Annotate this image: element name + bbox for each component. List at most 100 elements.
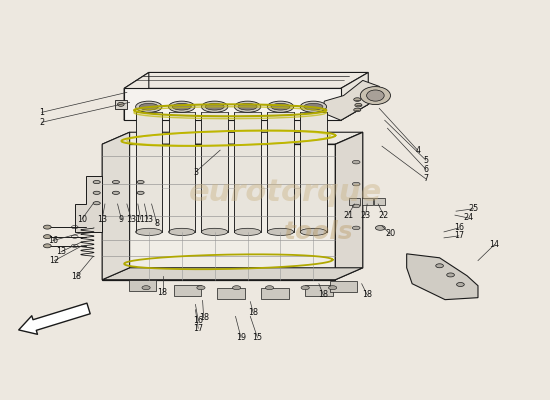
- Polygon shape: [330, 281, 358, 292]
- Ellipse shape: [137, 180, 144, 184]
- Ellipse shape: [267, 228, 294, 236]
- Polygon shape: [124, 104, 369, 120]
- Polygon shape: [102, 268, 363, 280]
- Text: 18: 18: [362, 290, 372, 299]
- Text: 16: 16: [48, 236, 58, 245]
- Polygon shape: [305, 284, 333, 296]
- Text: 7: 7: [424, 174, 428, 183]
- Text: 18: 18: [318, 290, 328, 299]
- Polygon shape: [374, 198, 384, 205]
- Ellipse shape: [353, 160, 360, 164]
- Text: 13: 13: [126, 215, 136, 224]
- FancyArrowPatch shape: [19, 303, 90, 334]
- Text: 5: 5: [424, 156, 428, 165]
- Text: 13: 13: [142, 215, 153, 224]
- Ellipse shape: [93, 202, 100, 205]
- Ellipse shape: [367, 90, 384, 101]
- Text: 2: 2: [39, 118, 45, 127]
- Ellipse shape: [168, 228, 195, 236]
- Ellipse shape: [353, 182, 360, 186]
- Ellipse shape: [201, 101, 228, 112]
- Polygon shape: [362, 198, 373, 205]
- Text: 16: 16: [193, 316, 203, 325]
- Ellipse shape: [238, 103, 257, 110]
- Ellipse shape: [301, 286, 309, 290]
- Polygon shape: [349, 198, 360, 205]
- Text: 16: 16: [454, 224, 464, 232]
- Ellipse shape: [456, 282, 464, 286]
- Text: 14: 14: [490, 240, 499, 249]
- Polygon shape: [217, 288, 245, 299]
- Ellipse shape: [205, 103, 224, 110]
- Text: tools: tools: [284, 220, 354, 244]
- Polygon shape: [336, 132, 363, 280]
- Ellipse shape: [234, 228, 261, 236]
- Polygon shape: [129, 280, 156, 291]
- Text: 12: 12: [50, 256, 59, 265]
- Ellipse shape: [360, 86, 390, 104]
- Polygon shape: [102, 144, 336, 280]
- Ellipse shape: [436, 264, 443, 268]
- Polygon shape: [102, 132, 130, 280]
- Text: 21: 21: [343, 211, 353, 220]
- Ellipse shape: [354, 98, 361, 101]
- Text: 15: 15: [252, 333, 262, 342]
- Text: 17: 17: [454, 231, 464, 240]
- Polygon shape: [102, 132, 363, 144]
- Text: 3: 3: [193, 168, 198, 176]
- Polygon shape: [173, 284, 201, 296]
- Ellipse shape: [118, 102, 124, 106]
- Text: eurotorque: eurotorque: [189, 178, 383, 206]
- Text: 18: 18: [248, 308, 258, 317]
- Ellipse shape: [136, 101, 162, 112]
- Ellipse shape: [142, 286, 150, 290]
- Text: 19: 19: [236, 333, 246, 342]
- Ellipse shape: [43, 225, 51, 229]
- Ellipse shape: [328, 286, 337, 290]
- Ellipse shape: [353, 226, 360, 230]
- Ellipse shape: [139, 103, 158, 110]
- Polygon shape: [300, 112, 327, 232]
- Ellipse shape: [300, 101, 327, 112]
- Ellipse shape: [447, 273, 454, 277]
- Text: 18: 18: [72, 272, 81, 281]
- Polygon shape: [75, 176, 102, 232]
- Ellipse shape: [112, 180, 119, 184]
- Polygon shape: [136, 112, 162, 232]
- Text: 22: 22: [378, 211, 389, 220]
- Polygon shape: [341, 72, 368, 120]
- Ellipse shape: [355, 103, 362, 107]
- Ellipse shape: [234, 101, 261, 112]
- Polygon shape: [124, 88, 341, 120]
- Ellipse shape: [376, 226, 385, 230]
- Ellipse shape: [112, 191, 119, 194]
- Ellipse shape: [267, 101, 294, 112]
- Ellipse shape: [172, 103, 191, 110]
- Ellipse shape: [43, 235, 51, 239]
- Polygon shape: [267, 112, 294, 232]
- Ellipse shape: [300, 228, 327, 236]
- Text: 10: 10: [77, 215, 87, 224]
- Text: 11: 11: [136, 215, 146, 224]
- Text: 25: 25: [469, 204, 478, 213]
- Text: 8: 8: [155, 220, 159, 228]
- Ellipse shape: [304, 103, 323, 110]
- Ellipse shape: [201, 228, 228, 236]
- Text: 23: 23: [360, 211, 371, 220]
- Ellipse shape: [168, 101, 195, 112]
- Ellipse shape: [353, 204, 360, 208]
- Ellipse shape: [197, 286, 205, 290]
- Ellipse shape: [93, 180, 100, 184]
- Polygon shape: [234, 112, 261, 232]
- Text: 13: 13: [56, 247, 66, 256]
- Text: 1: 1: [40, 108, 45, 117]
- Text: 24: 24: [463, 214, 473, 222]
- Text: 6: 6: [424, 165, 428, 174]
- Text: 9: 9: [119, 215, 124, 224]
- Ellipse shape: [266, 286, 274, 290]
- Polygon shape: [261, 288, 289, 299]
- Polygon shape: [406, 254, 478, 300]
- Ellipse shape: [137, 191, 144, 194]
- Polygon shape: [322, 80, 382, 120]
- Ellipse shape: [354, 108, 361, 112]
